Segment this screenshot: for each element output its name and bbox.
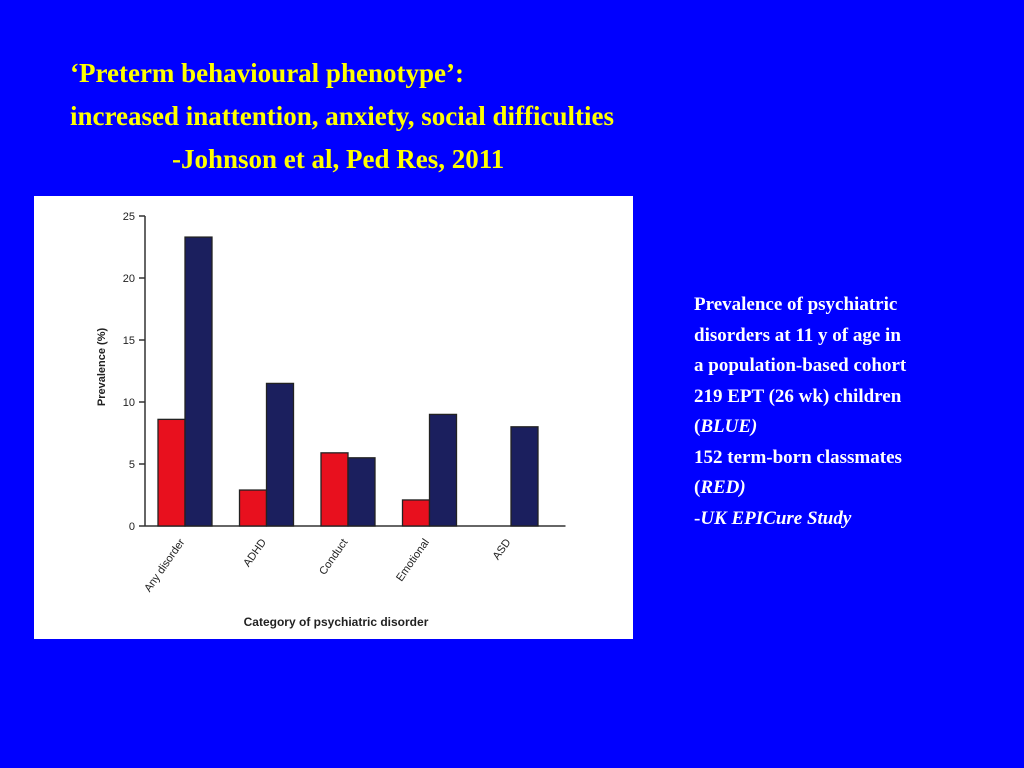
x-tick-label: ADHD [241,537,269,569]
study-name: UK EPICure Study [700,507,852,529]
bar [320,452,349,527]
bar [265,382,295,527]
bar [428,413,458,527]
x-tick-label: Any disorder [142,537,187,595]
side-caption: Prevalence of psychiatric disorders at 1… [694,290,1004,534]
caption-line-6: 152 term-born classmates [694,446,902,468]
x-tick-label: Conduct [317,537,350,577]
x-tick-label: Emotional [394,537,432,584]
bar [401,499,431,527]
x-tick-label: ASD [491,537,514,562]
bar [347,457,376,527]
y-tick-label: 0 [129,521,135,533]
caption-study: -UK EPICure Study [694,504,1004,535]
slide-title: ‘Preterm behavioural phenotype’: increas… [70,52,614,181]
red-label: RED) [700,477,746,498]
y-tick-label: 15 [123,335,135,347]
title-citation: -Johnson et al, Ped Res, 2011 [172,144,505,174]
caption-line-2: disorders at 11 y of age in [694,324,901,346]
red-open-paren: ( [694,477,701,498]
caption-red-legend: (RED) [694,473,1004,504]
bars [157,236,539,527]
caption-line-4: 219 EPT (26 wk) children [694,385,902,407]
y-tick-label: 25 [123,211,135,223]
blue-open-paren: ( [694,416,701,437]
y-tick-label: 10 [123,397,135,409]
bar [184,236,213,527]
study-dash: - [694,507,701,529]
y-axis: 0 5 10 15 20 25 [123,211,146,533]
y-axis-label: Prevalence (%) [96,328,108,407]
bar [238,489,268,527]
blue-label: BLUE) [700,416,758,437]
caption-blue-legend: (BLUE) [694,412,1004,443]
x-axis-label: Category of psychiatric disorder [244,615,429,629]
bar-chart: 0 5 10 15 20 25 Any disorder ADHD Conduct Emotio… [96,211,566,629]
caption-line-1: Prevalence of psychiatric [694,294,898,315]
bar [510,426,539,527]
chart-panel: 0 5 10 15 20 25 Any disorder ADHD Conduct Emotio… [34,196,633,639]
bar [157,418,186,527]
x-axis: Any disorder ADHD Conduct Emotional ASD [142,525,566,595]
title-line-2: increased inattention, anxiety, social d… [70,101,614,131]
caption-line-3: a population-based cohort [694,355,907,376]
y-tick-label: 5 [129,459,135,471]
y-tick-label: 20 [123,273,135,285]
title-line-1: ‘Preterm behavioural phenotype’: [70,58,464,88]
